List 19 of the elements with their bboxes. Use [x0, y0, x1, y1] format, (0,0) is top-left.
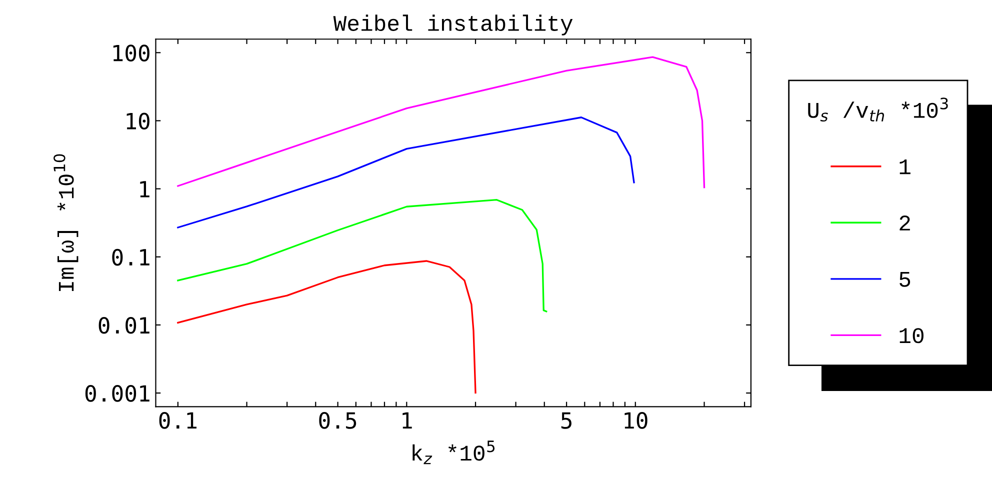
- y-tick-label: 1: [140, 181, 150, 198]
- x-tick-label: 5: [561, 412, 572, 429]
- legend-label: 1: [900, 159, 910, 174]
- y-tick-label: 10: [126, 112, 150, 130]
- x-tick-label: 1: [402, 412, 412, 429]
- legend-label: 5: [900, 272, 910, 287]
- x-tick-label: 10: [624, 412, 648, 429]
- y-tick-label: 0.1: [112, 248, 150, 266]
- x-tick-label: 0.5: [319, 412, 356, 429]
- legend-label: 2: [900, 216, 910, 230]
- y-tick-label: 0.001: [85, 385, 150, 402]
- x-tick-label: 0.1: [159, 412, 196, 429]
- y-tick-label: 100: [113, 44, 150, 62]
- y-axis-title: Im[ω] *10$^{10}$: [54, 154, 78, 292]
- y-tick-label: 0.01: [98, 316, 150, 334]
- legend-label: 10: [900, 328, 924, 344]
- legend-title: U$_{s}$ /v$_{th}$ *10$^{3}$: [808, 98, 948, 122]
- chart-title: Weibel instability: [333, 14, 573, 36]
- x-axis-title: k$_{z}$ *10$^{5}$: [412, 440, 495, 464]
